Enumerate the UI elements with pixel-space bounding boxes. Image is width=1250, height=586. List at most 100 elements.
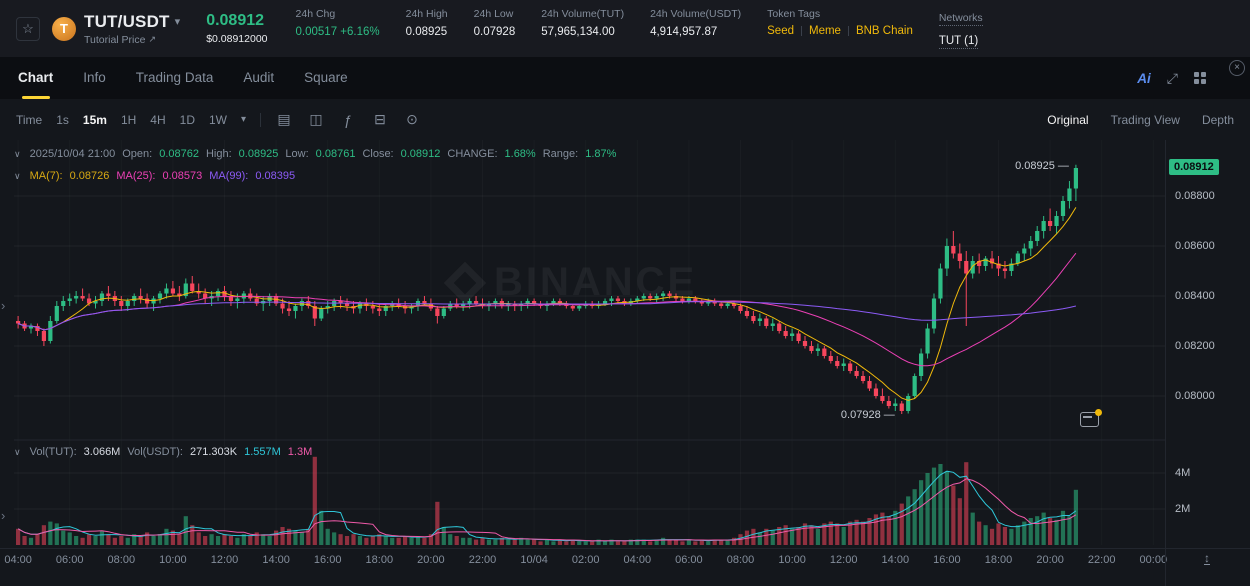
collapse-icon[interactable]: ∨ — [14, 148, 21, 159]
chart-style-icon[interactable]: ◫ — [309, 111, 323, 127]
widget-shortcut-icon[interactable] — [1080, 409, 1102, 427]
tag-meme[interactable]: Meme — [809, 25, 841, 37]
price-axis-label: 0.08200 — [1175, 340, 1215, 352]
ma-info-line: ∨ MA(7): 0.08726 MA(25): 0.08573 MA(99):… — [14, 170, 295, 182]
token-logo: T — [52, 16, 76, 41]
chart-panel: Time 1s 15m 1H 4H 1D 1W ▾ ▤ ◫ ƒ ⊟ ⊙ Orig… — [0, 99, 1250, 586]
notification-dot — [1095, 409, 1102, 416]
tag-seed[interactable]: Seed — [767, 25, 794, 37]
expand-icon[interactable]: ⤢ — [1166, 69, 1178, 86]
tab-chart[interactable]: Chart — [18, 57, 53, 99]
view-original[interactable]: Original — [1047, 112, 1089, 127]
price-axis[interactable]: 0.08800 0.08600 0.08400 0.08200 0.08000 4M 2M … — [1165, 140, 1250, 586]
pair-text: TUT/USDT ▾ Tutorial Price ↗ — [84, 12, 180, 46]
time-axis-label: 04:00 — [4, 554, 32, 566]
tab-audit[interactable]: Audit — [243, 70, 275, 85]
interval-4h[interactable]: 4H — [150, 112, 166, 127]
price-block: 0.08912 $0.08912000 — [206, 12, 267, 45]
time-axis-label: 18:00 — [365, 554, 394, 566]
time-axis-label: 10:00 — [159, 554, 187, 566]
ma7-value: 0.08726 — [69, 170, 110, 182]
networks-block: Networks TUT (1) — [938, 8, 983, 49]
stat-value: 57,965,134.00 — [541, 26, 615, 38]
time-axis-label: 20:00 — [417, 554, 445, 566]
tag-bnb-chain[interactable]: BNB Chain — [855, 25, 913, 37]
chevron-right-icon[interactable]: › — [1, 508, 6, 523]
ma99-value: 0.08395 — [255, 170, 296, 182]
stat-value: 0.07928 — [473, 26, 516, 38]
pair-subtitle[interactable]: Tutorial Price ↗ — [84, 34, 180, 46]
networks-value[interactable]: TUT (1) — [938, 35, 979, 49]
vol-ma5-value: 1.557M — [244, 446, 281, 458]
time-axis-label: 08:00 — [726, 554, 755, 566]
time-axis[interactable]: 04:00 06:00 08:00 10:00 12:00 14:00 16:00 18:00… — [4, 548, 1168, 572]
stat-value: 0.00517 +6.16% — [295, 26, 380, 38]
ma25-label: MA(25): — [116, 170, 156, 182]
favorite-button[interactable]: ☆ — [16, 16, 40, 41]
collapse-icon[interactable]: ∨ — [14, 446, 21, 457]
calendar-icon[interactable]: ▤ — [277, 111, 291, 127]
view-trading-view[interactable]: Trading View — [1110, 112, 1180, 127]
tab-icons: Ai ⤢ — [1137, 70, 1206, 87]
pair-selector[interactable]: T TUT/USDT ▾ Tutorial Price ↗ — [52, 12, 180, 46]
interval-1w[interactable]: 1W — [208, 112, 227, 127]
candlestick-chart[interactable]: 0.08925 — 0.07928 — — [14, 140, 1165, 548]
tab-square[interactable]: Square — [304, 70, 348, 85]
token-tags-block: Token Tags Seed Meme BNB Chain — [767, 8, 913, 49]
interval-15m[interactable]: 15m — [82, 112, 107, 127]
divider — [0, 548, 1250, 549]
time-axis-label: 20:00 — [1036, 554, 1064, 566]
vol-ma10-value: 1.3M — [287, 446, 313, 458]
interval-1h[interactable]: 1H — [120, 112, 137, 127]
time-axis-label: 00:00 — [1139, 554, 1168, 566]
price-axis-label: 0.08800 — [1175, 190, 1215, 202]
vol-usdt-value: 271.303K — [189, 446, 238, 458]
stat-24h-volume-usdt: 24h Volume(USDT) 4,914,957.87 — [650, 8, 741, 49]
indicators-icon[interactable]: ƒ — [344, 111, 352, 128]
collapse-icon[interactable]: ∨ — [14, 170, 21, 181]
volume-info-line: ∨ Vol(TUT): 3.066M Vol(USDT): 271.303K 1… — [14, 446, 312, 458]
caret-down-icon[interactable]: ▾ — [174, 16, 181, 28]
time-axis-label: 14:00 — [262, 554, 290, 566]
widget-bar — [1083, 416, 1092, 418]
time-axis-label: 18:00 — [984, 554, 1013, 566]
interval-caret-icon[interactable]: ▾ — [240, 114, 247, 125]
open-label: Open: — [122, 148, 153, 160]
ohlc-datetime: 2025/10/04 21:00 — [29, 148, 116, 160]
time-axis-label: 04:00 — [623, 554, 652, 566]
pair-title: TUT/USDT — [84, 11, 170, 31]
close-icon[interactable]: × — [1229, 60, 1245, 76]
high-label: High: — [205, 148, 232, 160]
stats-row: 24h Chg 0.00517 +6.16% 24h High 0.08925 … — [296, 8, 983, 49]
vol-tut-value: 3.066M — [83, 446, 121, 458]
axis-scale-icon[interactable]: ↕ — [1204, 551, 1210, 565]
low-label: Low: — [285, 148, 309, 160]
time-axis-label: 02:00 — [571, 554, 600, 566]
time-axis-label: 10/04 — [520, 554, 548, 566]
interval-1s[interactable]: 1s — [56, 112, 69, 127]
stat-label: 24h Volume(TUT) — [541, 8, 625, 20]
high-value: 0.08925 — [238, 148, 279, 160]
tab-info[interactable]: Info — [83, 70, 106, 85]
ai-icon[interactable]: Ai — [1137, 70, 1151, 86]
interval-1d[interactable]: 1D — [179, 112, 195, 127]
tabbar: Chart Info Trading Data Audit Square Ai … — [0, 57, 1250, 99]
settings-icon[interactable]: ⊙ — [406, 111, 418, 127]
ma7-label: MA(7): — [29, 170, 63, 182]
divider — [847, 26, 849, 36]
price-axis-label: 0.08000 — [1175, 390, 1215, 402]
layout-icon[interactable]: ⊟ — [374, 111, 386, 127]
current-price-tag: 0.08912 — [1169, 159, 1219, 175]
high-annotation: 0.08925 — — [1015, 160, 1069, 172]
time-label: Time — [16, 112, 43, 127]
view-depth[interactable]: Depth — [1201, 112, 1234, 127]
time-axis-label: 10:00 — [778, 554, 806, 566]
tab-trading-data[interactable]: Trading Data — [135, 70, 214, 85]
vol-tut-label: Vol(TUT): — [29, 446, 77, 458]
time-axis-label: 22:00 — [1087, 554, 1116, 566]
usd-price: $0.08912000 — [206, 33, 268, 45]
chevron-right-icon[interactable]: › — [1, 298, 6, 313]
apps-grid-icon[interactable] — [1194, 72, 1206, 84]
change-value: 1.68% — [504, 148, 536, 160]
